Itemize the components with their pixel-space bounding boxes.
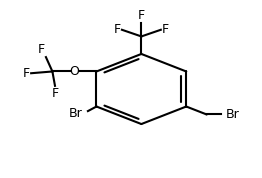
Text: F: F	[113, 23, 121, 36]
Text: Br: Br	[68, 107, 82, 120]
Text: F: F	[51, 87, 59, 100]
Text: O: O	[69, 65, 79, 78]
Text: F: F	[138, 9, 145, 22]
Text: Br: Br	[226, 108, 240, 121]
Text: F: F	[37, 43, 45, 56]
Text: F: F	[23, 67, 30, 80]
Text: F: F	[162, 23, 169, 36]
